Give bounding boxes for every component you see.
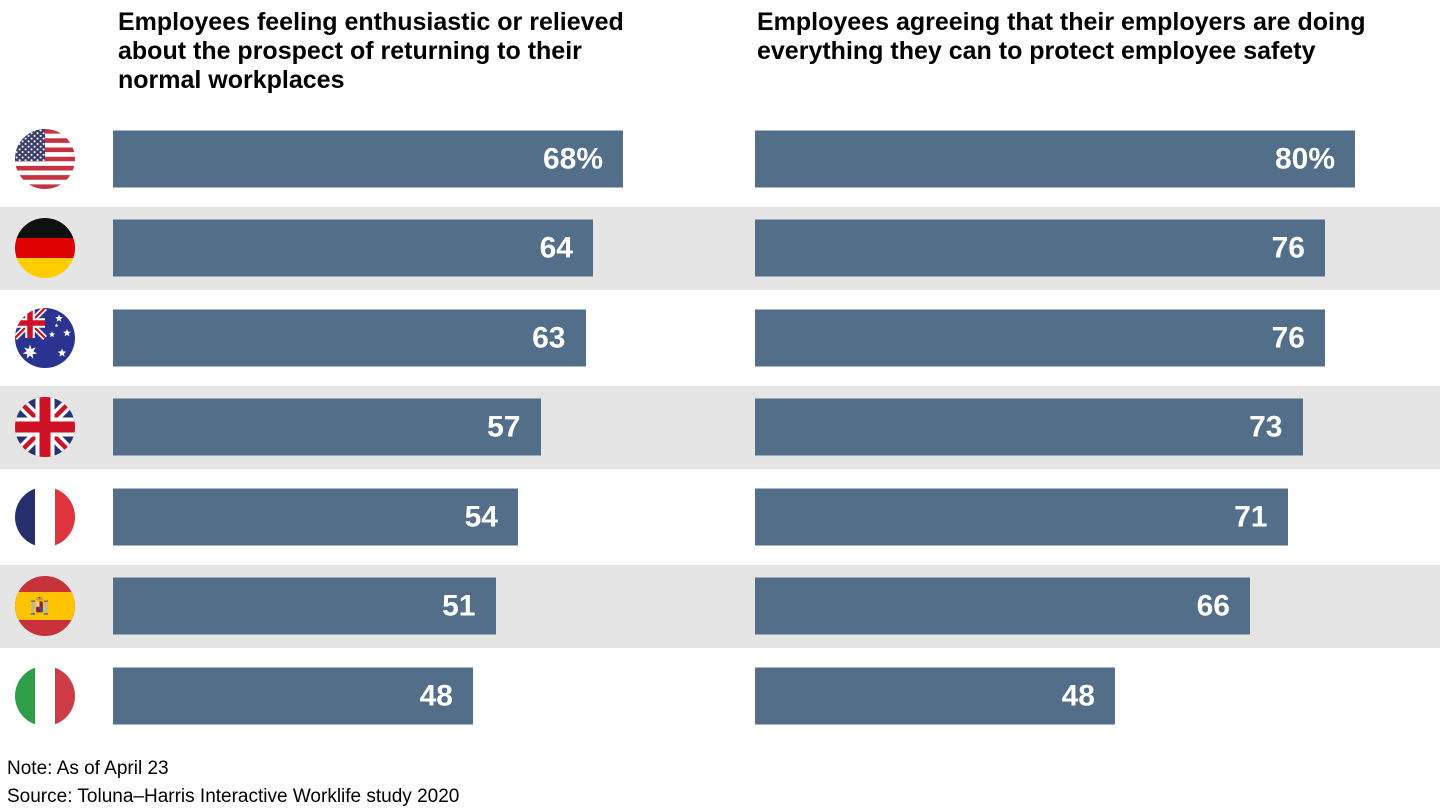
country-row-es: 51 66: [0, 561, 1440, 651]
left-bar-value-label: 57: [487, 410, 521, 444]
left-bar-value-label: 51: [442, 589, 476, 623]
us-flag-icon: [15, 128, 75, 189]
right-chart-title: Employees agreeing that their employers …: [757, 8, 1366, 65]
germany-flag-icon: [15, 218, 75, 279]
left-chart-bar: 64: [113, 219, 593, 277]
right-bar-value-label: 76: [1271, 321, 1305, 355]
right-chart-bar: 73: [755, 398, 1303, 456]
right-chart-bar: 48: [755, 667, 1115, 725]
left-bar-value-label: 68%: [542, 142, 603, 176]
right-bar-value-label: 80%: [1274, 142, 1335, 176]
left-chart-bar: 63: [113, 309, 586, 367]
country-row-us: 68% 80%: [0, 114, 1440, 204]
note-text: Note: As of April 23: [7, 758, 169, 779]
country-row-fr: 54 71: [0, 472, 1440, 562]
country-row-gb: 57 73: [0, 382, 1440, 472]
left-bar-value-label: 63: [532, 321, 566, 355]
italy-flag-icon: [15, 665, 75, 726]
country-row-de: 64 76: [0, 203, 1440, 293]
left-bar-value-label: 54: [464, 500, 498, 534]
right-chart-bar: 71: [755, 488, 1288, 546]
australia-flag-icon: [15, 307, 75, 368]
left-bar-value-label: 64: [539, 231, 573, 265]
source-text: Source: Toluna–Harris Interactive Workli…: [7, 786, 460, 807]
left-chart-bar: 51: [113, 577, 496, 635]
right-bar-value-label: 71: [1234, 500, 1268, 534]
left-chart-bar: 54: [113, 488, 518, 546]
left-bar-value-label: 48: [419, 679, 453, 713]
right-chart-bar: 76: [755, 309, 1325, 367]
left-chart-bar: 48: [113, 667, 473, 725]
spain-flag-icon: [15, 576, 75, 637]
left-chart-bar: 57: [113, 398, 541, 456]
right-bar-value-label: 73: [1249, 410, 1283, 444]
right-bar-value-label: 48: [1061, 679, 1095, 713]
left-chart-bar: 68%: [113, 130, 623, 188]
uk-flag-icon: [15, 397, 75, 458]
right-chart-bar: 66: [755, 577, 1250, 635]
country-row-au: 63 76: [0, 293, 1440, 383]
chart-footnotes: Note: As of April 23 Source: Toluna–Harr…: [7, 755, 459, 811]
country-row-it: 48 48: [0, 651, 1440, 741]
right-bar-value-label: 66: [1196, 589, 1230, 623]
france-flag-icon: [15, 486, 75, 547]
right-bar-value-label: 76: [1271, 231, 1305, 265]
chart-rows: 68% 80% 64 76 63 76 57 73: [0, 114, 1440, 741]
left-chart-title: Employees feeling enthusiastic or reliev…: [118, 8, 624, 94]
right-chart-bar: 80%: [755, 130, 1355, 188]
right-chart-bar: 76: [755, 219, 1325, 277]
